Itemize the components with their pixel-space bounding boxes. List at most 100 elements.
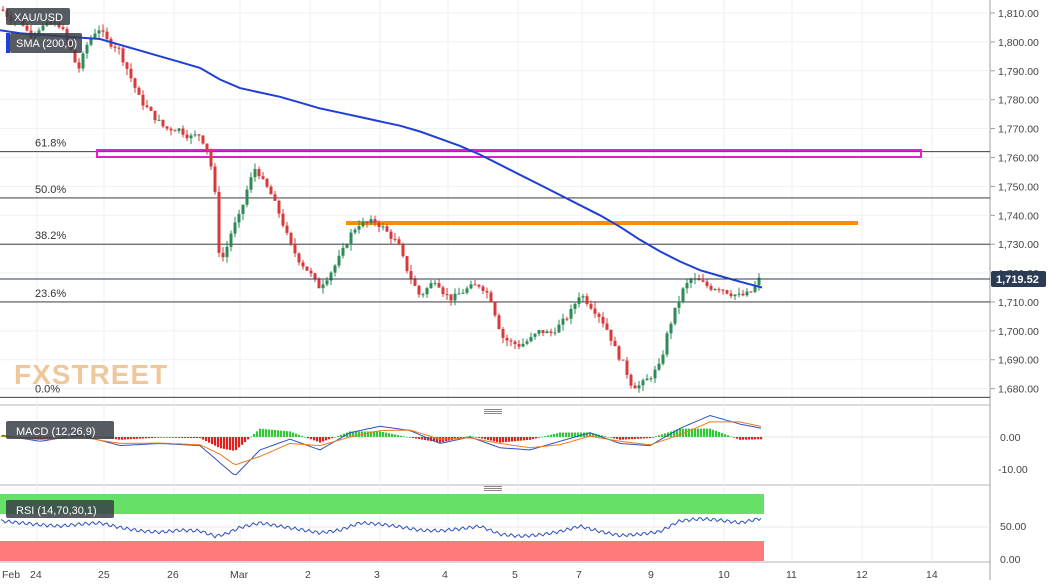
macd-bar-237	[712, 429, 715, 437]
symbol-legend[interactable]: XAU/USD	[6, 8, 70, 25]
macd-bar-189	[568, 432, 571, 437]
candle-body-58	[233, 222, 237, 234]
macd-splitter-handle[interactable]	[484, 409, 502, 414]
candle-body-23	[93, 33, 97, 38]
macd-tick-neg10: -10.00	[998, 464, 1028, 476]
candle-body-142	[569, 308, 573, 319]
fib-618-zone-box[interactable]	[96, 149, 922, 158]
candle-body-84	[337, 255, 341, 266]
candle-body-167	[669, 323, 673, 334]
candle-body-85	[341, 247, 345, 256]
candle-body-96	[385, 226, 389, 232]
macd-bar-40	[121, 437, 124, 440]
macd-bar-202	[607, 436, 610, 438]
candle-body-134	[537, 330, 541, 334]
macd-bar-227	[682, 428, 685, 437]
time-axis[interactable]: Feb 24 25 26 Mar 2 3 4 5 7 9 10 11 12 14	[2, 569, 938, 581]
rsi-splitter-handle[interactable]	[484, 486, 502, 491]
macd-bar-67	[202, 437, 205, 440]
candle-body-115	[461, 292, 465, 294]
candle-body-87	[349, 232, 353, 245]
candle-body-63	[253, 169, 257, 178]
macd-bar-191	[574, 432, 577, 437]
time-tick-label-13: 12	[856, 569, 868, 581]
price-panel[interactable]	[0, 0, 990, 405]
macd-bar-130	[391, 433, 394, 437]
sma-legend[interactable]: SMA (200,0)	[6, 33, 82, 53]
candle-body-25	[101, 30, 105, 32]
candle-body-165	[661, 354, 665, 364]
macd-bar-163	[490, 437, 493, 441]
rsi-tick-50: 50.00	[1000, 521, 1026, 533]
price-tick-label-4: 1,770.00	[998, 124, 1039, 136]
macd-bar-248	[745, 437, 748, 440]
macd-bar-183	[550, 434, 553, 437]
macd-bar-72	[217, 437, 220, 448]
macd-bar-82	[247, 437, 250, 440]
candle-body-117	[469, 284, 473, 289]
candle-body-104	[417, 285, 421, 295]
macd-bar-154	[463, 437, 466, 438]
candle-body-121	[485, 290, 489, 293]
macd-bar-225	[676, 429, 679, 437]
candle-body-145	[581, 296, 585, 298]
candle-body-28	[113, 46, 117, 48]
macd-bar-137	[412, 437, 415, 439]
time-tick-label-12: 11	[786, 569, 797, 581]
macd-bar-44	[133, 437, 136, 440]
time-tick-label-10: 9	[648, 569, 654, 581]
macd-bar-125	[376, 431, 379, 437]
fib-label-4: 0.0%	[35, 383, 60, 395]
macd-bar-39	[118, 437, 121, 440]
candle-body-156	[625, 360, 629, 375]
candle-body-86	[345, 244, 349, 248]
macd-bar-89	[268, 429, 271, 437]
macd-bar-64	[193, 437, 196, 439]
rsi-legend[interactable]	[6, 500, 114, 518]
macd-bar-134	[403, 436, 406, 437]
macd-bar-156	[469, 435, 472, 437]
macd-bar-107	[322, 437, 325, 442]
time-tick-label-3: 26	[167, 569, 179, 581]
rsi-panel[interactable]: RSI (14,70,30,1) 50.00 0.00	[0, 494, 1026, 566]
candle-body-137	[549, 331, 553, 333]
macd-bar-233	[700, 428, 703, 437]
macd-bar-97	[292, 432, 295, 437]
candle-body-52	[209, 150, 213, 167]
candle-body-40	[161, 119, 165, 127]
candle-body-140	[561, 318, 565, 325]
macd-bar-57	[172, 437, 175, 438]
candle-body-176	[705, 281, 709, 286]
macd-bar-167	[502, 437, 505, 443]
macd-bar-204	[613, 437, 616, 439]
macd-bar-235	[706, 428, 709, 437]
macd-bar-200	[601, 435, 604, 437]
macd-bar-217	[652, 437, 655, 438]
macd-bar-201	[604, 436, 607, 437]
price-tick-label-5: 1,760.00	[998, 152, 1039, 164]
candle-body-162	[649, 378, 653, 380]
macd-bar-224	[673, 430, 676, 437]
candle-body-37	[149, 107, 153, 111]
macd-legend[interactable]	[6, 421, 114, 439]
candle-body-20	[81, 53, 85, 69]
candle-body-18	[73, 49, 77, 63]
macd-bar-184	[553, 433, 556, 437]
macd-bar-178	[535, 437, 538, 439]
macd-bar-122	[367, 431, 370, 437]
candle-body-116	[465, 288, 469, 293]
macd-bar-86	[259, 428, 262, 437]
candle-body-108	[433, 283, 437, 285]
price-tick-label-7: 1,740.00	[998, 210, 1039, 222]
candle-body-151	[605, 323, 609, 330]
macd-panel[interactable]: MACD (12,26,9) 0.00 -10.00	[0, 414, 1028, 477]
price-tick-label-10: 1,710.00	[998, 297, 1039, 309]
time-tick-label-8: 5	[512, 569, 518, 581]
macd-bar-113	[340, 434, 343, 437]
candle-body-157	[629, 374, 633, 386]
price-tick-label-0: 1,810.00	[998, 8, 1039, 20]
candle-body-168	[673, 307, 677, 324]
macd-bar-65	[196, 437, 199, 439]
candle-body-97	[389, 231, 393, 239]
